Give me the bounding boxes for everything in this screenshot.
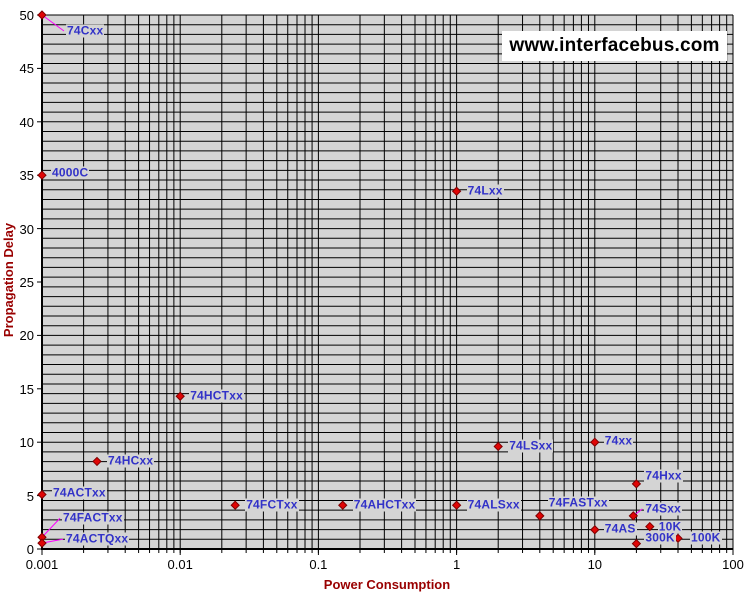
data-point-74hcxx xyxy=(92,456,102,467)
point-label-74fctxx: 74FCTxx xyxy=(245,497,299,512)
data-point-74actqxx xyxy=(37,538,47,548)
data-point-74hctxx xyxy=(175,391,185,401)
y-tick-label: 20 xyxy=(19,328,34,344)
data-point-10k xyxy=(645,521,655,532)
data-point-74as xyxy=(590,525,600,535)
point-label-74factxx: 74FACTxx xyxy=(62,510,124,525)
point-label-74ahctxx: 74AHCTxx xyxy=(352,497,417,512)
y-tick-label: 30 xyxy=(19,221,34,237)
point-label-74fastxx: 74FASTxx xyxy=(547,495,609,510)
point-label-74sxx: 74Sxx xyxy=(644,501,683,516)
callout-line-74cxx xyxy=(41,14,65,32)
point-label-74cxx: 74Cxx xyxy=(66,23,105,38)
x-tick-label: 100 xyxy=(722,557,744,572)
data-point-300k xyxy=(631,538,642,549)
data-point-74lsxx xyxy=(493,441,503,452)
x-tick-label: 0.1 xyxy=(309,557,328,572)
y-tick-label: 50 xyxy=(19,8,34,23)
point-label-74hctxx: 74HCTxx xyxy=(189,388,244,403)
watermark: www.interfacebus.com xyxy=(502,31,727,61)
data-point-74fastxx xyxy=(535,511,545,521)
data-point-74cxx xyxy=(37,10,47,20)
point-label-74alsxx: 74ALSxx xyxy=(466,497,521,512)
y-tick-label: 35 xyxy=(19,168,34,184)
data-point-74lxx xyxy=(451,186,462,196)
point-label-74hcxx: 74HCxx xyxy=(106,453,155,468)
plot-background xyxy=(42,15,733,549)
point-label-300k: 300K xyxy=(644,530,676,545)
callout-line-74factxx xyxy=(41,517,61,538)
data-point-74ahctxx xyxy=(338,500,348,510)
data-point-4000c xyxy=(37,170,47,180)
point-label-74lsxx: 74LSxx xyxy=(508,438,554,453)
point-label-10k: 10K xyxy=(657,519,683,534)
point-label-74lxx: 74Lxx xyxy=(466,183,504,198)
y-tick-label: 15 xyxy=(19,381,34,397)
data-point-74fctxx xyxy=(230,500,240,510)
y-tick-label: 40 xyxy=(19,114,34,130)
data-point-74alsxx xyxy=(451,500,462,510)
y-tick-label: 45 xyxy=(19,61,34,77)
point-label-74hxx: 74Hxx xyxy=(644,468,683,483)
point-label-100k: 100K xyxy=(690,530,722,545)
y-tick-label: 0 xyxy=(26,542,34,557)
point-label-74actxx: 74ACTxx xyxy=(52,485,107,500)
x-tick-label: 1 xyxy=(452,557,461,572)
point-label-74xx: 74xx xyxy=(603,433,634,448)
data-point-74hxx xyxy=(631,479,642,489)
x-axis-title: Power Consumption xyxy=(323,577,451,592)
x-tick-label: 0.01 xyxy=(167,557,193,572)
point-label-4000c: 4000C xyxy=(51,165,90,180)
point-label-74as: 74AS xyxy=(603,521,637,536)
y-tick-label: 5 xyxy=(26,488,34,504)
point-label-74actqxx: 74ACTQxx xyxy=(65,531,130,546)
y-tick-label: 25 xyxy=(19,275,34,290)
x-tick-label: 0.001 xyxy=(25,557,59,572)
data-point-74sxx xyxy=(628,511,639,521)
data-point-74actxx xyxy=(37,489,47,500)
y-tick-label: 10 xyxy=(19,435,34,451)
data-point-74xx xyxy=(590,437,600,447)
x-tick-label: 10 xyxy=(587,557,603,572)
